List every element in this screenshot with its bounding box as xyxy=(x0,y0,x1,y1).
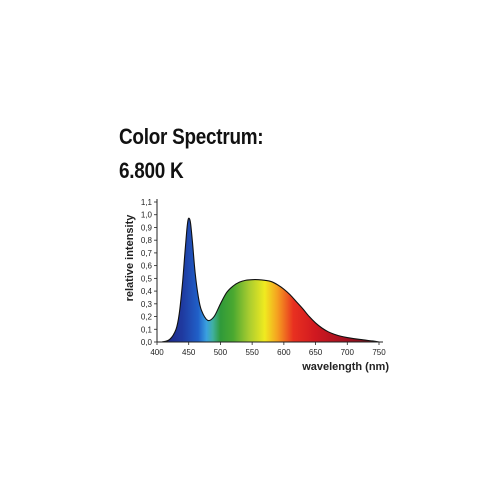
spectrum-area xyxy=(162,218,379,342)
y-tick-label: 0,4 xyxy=(141,287,153,296)
y-tick-label: 0,9 xyxy=(141,223,153,232)
y-tick-label: 0,2 xyxy=(141,313,153,322)
y-axis-label: relative intensity xyxy=(124,214,136,302)
y-tick-label: 1,1 xyxy=(141,198,153,207)
y-tick-label: 0,5 xyxy=(141,274,153,283)
spectrum-line xyxy=(161,217,380,343)
y-tick-label: 0,8 xyxy=(141,236,153,245)
x-tick-label: 450 xyxy=(182,348,196,357)
y-tick-label: 1,0 xyxy=(141,211,153,220)
x-tick-label: 750 xyxy=(372,348,386,357)
x-tick-label: 650 xyxy=(309,348,323,357)
x-tick-label: 400 xyxy=(150,348,164,357)
x-tick-label: 550 xyxy=(245,348,259,357)
plot-area: 0,0 0,1 0,2 0,3 0,4 0,5 0,6 0,7 0,8 0,9 1,0 1,1 400 4… xyxy=(124,198,389,373)
y-tick-label: 0,0 xyxy=(141,338,153,347)
y-tick-label: 0,1 xyxy=(141,325,153,334)
y-tick-label: 0,7 xyxy=(141,249,153,258)
chart-subtitle: 6.800 K xyxy=(119,158,184,183)
x-axis-label: wavelength (nm) xyxy=(301,361,389,373)
y-tick-label: 0,3 xyxy=(141,300,153,309)
x-tick-label: 500 xyxy=(214,348,228,357)
y-tick-label: 0,6 xyxy=(141,262,153,271)
x-tick-label: 600 xyxy=(277,348,291,357)
x-tick-label: 700 xyxy=(341,348,355,357)
chart-title: Color Spectrum: xyxy=(119,124,264,149)
